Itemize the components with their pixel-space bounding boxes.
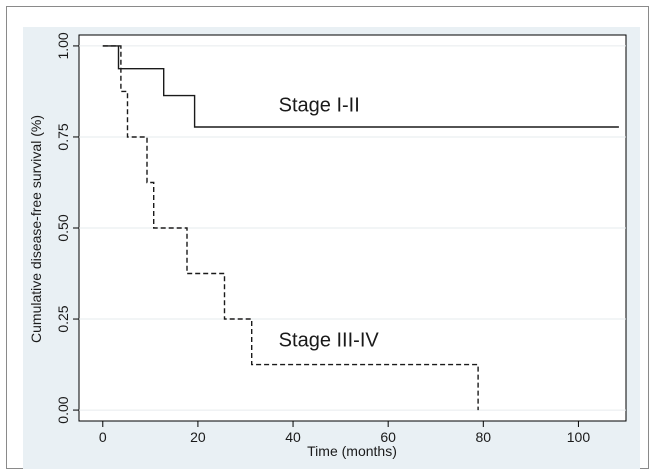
y-axis-label: Cumulative disease-free survival (%) xyxy=(28,115,44,343)
stage-i-ii-label: Stage I-II xyxy=(279,94,360,116)
y-tick-label: 0.25 xyxy=(55,305,71,332)
x-axis: 0 20 40 60 80 100 xyxy=(99,421,590,445)
y-tick-label: 0.50 xyxy=(55,214,71,241)
y-tick-label: 0.00 xyxy=(55,396,71,423)
x-tick-label: 40 xyxy=(285,429,301,445)
y-axis: 0.00 0.25 0.50 0.75 1.00 xyxy=(55,32,79,424)
survival-curves xyxy=(102,45,619,411)
x-tick-label: 100 xyxy=(567,429,591,445)
x-tick-label: 20 xyxy=(190,429,206,445)
stage-iii-iv-curve xyxy=(102,45,479,411)
y-tick-label: 0.75 xyxy=(55,123,71,150)
x-axis-label: Time (months) xyxy=(307,443,397,459)
stage-i-ii-curve xyxy=(102,45,619,128)
y-tick-label: 1.00 xyxy=(55,32,71,59)
x-tick-label: 60 xyxy=(380,429,396,445)
x-tick-label: 0 xyxy=(99,429,107,445)
stage-iii-iv-label: Stage III-IV xyxy=(279,329,380,351)
x-tick-label: 80 xyxy=(476,429,492,445)
annotations: Stage I-II Stage III-IV xyxy=(279,94,380,351)
